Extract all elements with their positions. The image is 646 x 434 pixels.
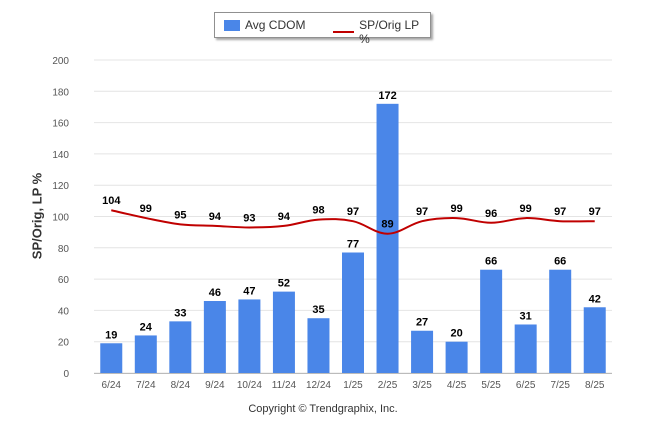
bar [411, 330, 434, 373]
line-data-label: 97 [554, 206, 566, 218]
y-tick-label: 20 [58, 338, 70, 349]
x-tick-label: 10/24 [237, 380, 262, 391]
y-tick-label: 100 [52, 213, 69, 224]
bar-data-label: 33 [174, 307, 186, 319]
bar-data-label: 35 [312, 304, 324, 316]
x-tick-label: 2/25 [378, 380, 398, 391]
x-tick-label: 7/24 [136, 380, 156, 391]
x-tick-label: 12/24 [306, 380, 331, 391]
bar [134, 335, 157, 373]
bar [549, 269, 572, 373]
bar-data-label: 47 [243, 285, 255, 297]
bar-data-label: 46 [209, 287, 221, 299]
bar [307, 318, 330, 373]
legend-item-line[interactable]: SP/Orig LP % [333, 18, 430, 46]
x-tick-label: 4/25 [447, 380, 467, 391]
line-data-label: 94 [209, 211, 222, 223]
line-data-label: 95 [174, 209, 186, 221]
bar-data-label: 77 [347, 238, 359, 250]
x-tick-label: 8/25 [585, 380, 605, 391]
x-tick-label: 5/25 [481, 380, 501, 391]
bar-data-label: 27 [416, 317, 428, 329]
line-data-label: 99 [450, 203, 462, 215]
copyright-text: Copyright © Trendgraphix, Inc. [248, 403, 398, 415]
bar [272, 291, 295, 373]
y-tick-label: 160 [52, 119, 69, 130]
line-data-label: 97 [589, 206, 601, 218]
bar-data-label: 19 [105, 329, 117, 341]
bar [203, 301, 226, 373]
bar [445, 341, 468, 373]
bar-data-label: 20 [450, 328, 462, 340]
y-tick-label: 120 [52, 181, 69, 192]
bar-data-label: 42 [589, 293, 601, 305]
bar [514, 324, 537, 373]
bar [342, 252, 364, 373]
x-tick-label: 3/25 [412, 380, 432, 391]
legend-label-bars: Avg CDOM [245, 18, 306, 32]
x-tick-label: 11/24 [272, 380, 297, 391]
x-tick-label: 1/25 [343, 380, 363, 391]
line-data-label: 97 [416, 206, 428, 218]
line-data-label: 94 [278, 211, 291, 223]
legend-swatch-bars [224, 19, 240, 31]
line-data-label: 96 [485, 208, 497, 220]
line-series-path [111, 209, 595, 235]
line-data-label: 97 [347, 206, 359, 218]
y-tick-label: 140 [52, 150, 69, 161]
x-tick-label: 8/24 [171, 380, 191, 391]
line-data-label: 98 [312, 205, 324, 217]
bar [480, 269, 503, 373]
y-tick-label: 40 [58, 306, 70, 317]
y-tick-label: 180 [52, 87, 69, 98]
bar-data-label: 66 [485, 256, 497, 268]
y-tick-label: 80 [58, 244, 70, 255]
x-tick-label: 9/24 [205, 380, 225, 391]
y-tick-label: 60 [58, 275, 70, 286]
bar [583, 307, 606, 373]
x-tick-label: 7/25 [550, 380, 570, 391]
bar [100, 343, 123, 373]
line-data-label: 104 [102, 195, 121, 207]
bar [376, 103, 399, 373]
y-tick-label: 0 [63, 369, 69, 380]
legend-item-bars[interactable]: Avg CDOM [224, 18, 305, 32]
line-data-label: 99 [520, 203, 532, 215]
chart-legend: Avg CDOM SP/Orig LP % [214, 12, 431, 46]
line-data-label: 89 [381, 219, 393, 231]
bar [169, 321, 192, 373]
y-tick-label: 200 [52, 56, 69, 67]
legend-label-line: SP/Orig LP % [359, 18, 419, 46]
x-tick-label: 6/25 [516, 380, 536, 391]
bar-data-label: 31 [520, 310, 532, 322]
line-data-label: 99 [140, 203, 152, 215]
bar-data-label: 24 [140, 321, 153, 333]
bar [238, 299, 261, 373]
x-tick-label: 6/24 [102, 380, 122, 391]
line-data-label: 93 [243, 212, 255, 224]
legend-swatch-line [333, 31, 355, 33]
bar-data-label: 66 [554, 256, 566, 268]
bar-data-label: 172 [378, 90, 396, 102]
bar-data-label: 52 [278, 278, 290, 290]
